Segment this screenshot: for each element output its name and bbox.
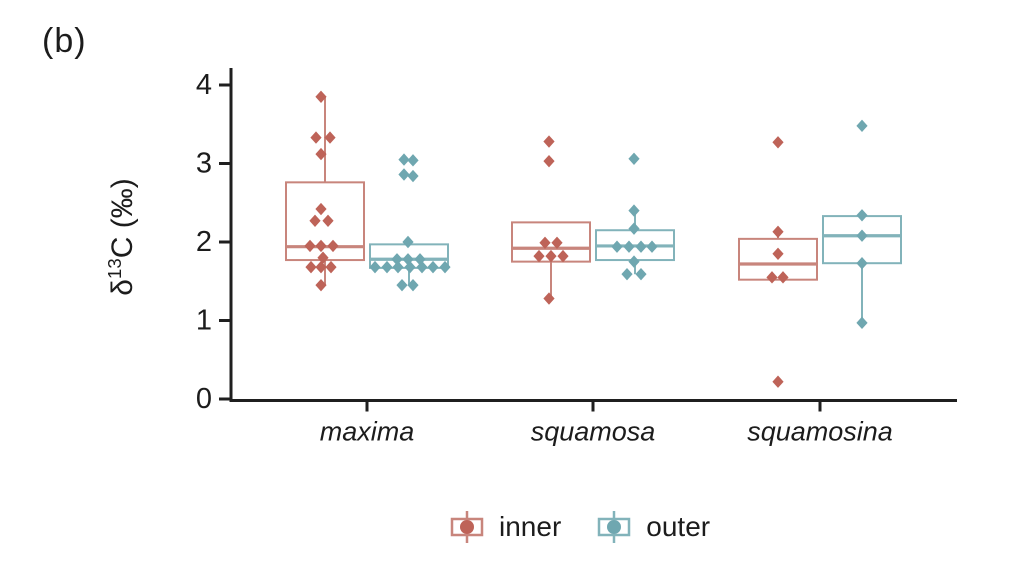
data-point-outer-squamosa [628, 204, 640, 217]
y-tick-label: 3 [196, 148, 212, 180]
boxplot-key-outer-icon [598, 511, 631, 543]
data-point-inner-maxima [322, 214, 334, 228]
data-point-outer-maxima [439, 260, 451, 274]
legend-item-outer: outer [595, 508, 710, 546]
data-point-outer-maxima [407, 169, 419, 183]
data-point-inner-maxima [315, 147, 327, 161]
legend-item-inner: inner [448, 508, 561, 546]
data-point-inner-squamosa [543, 292, 555, 305]
data-point-inner-maxima [327, 239, 339, 253]
data-point-inner-squamosa [543, 154, 555, 168]
data-point-outer-maxima [402, 235, 414, 249]
data-point-inner-maxima [315, 90, 327, 103]
data-point-inner-squamosina [772, 247, 784, 260]
y-tick-label: 4 [196, 69, 212, 101]
legend-label-outer: outer [646, 511, 711, 542]
boxplot-key-inner-icon [450, 511, 484, 543]
data-point-inner-squamosa [551, 236, 563, 249]
data-point-inner-maxima [309, 214, 321, 228]
data-point-inner-squamosina [777, 271, 789, 284]
data-point-outer-squamosa [635, 267, 647, 281]
data-point-outer-squamosina [856, 209, 868, 222]
data-point-inner-squamosina [772, 375, 784, 388]
data-point-outer-maxima [398, 153, 410, 166]
y-tick-label: 1 [196, 305, 212, 337]
data-point-inner-maxima [315, 278, 327, 292]
x-tick-label: squamosina [747, 417, 893, 447]
y-tick-label: 0 [196, 383, 212, 415]
box-inner-squamosina [738, 237, 818, 281]
x-tick-label: maxima [320, 417, 415, 447]
data-point-outer-squamosa [628, 222, 640, 235]
data-point-outer-maxima [407, 278, 419, 292]
data-point-outer-squamosa [628, 152, 640, 165]
data-point-outer-squamosa [635, 240, 647, 253]
data-point-outer-maxima [392, 260, 404, 274]
data-point-inner-squamosina [772, 225, 784, 238]
data-point-outer-squamosina [856, 316, 868, 330]
data-point-outer-maxima [381, 260, 393, 274]
data-point-inner-squamosa [539, 236, 551, 249]
data-point-inner-maxima [315, 260, 327, 274]
data-point-inner-squamosa [533, 249, 545, 263]
data-point-inner-maxima [317, 251, 329, 264]
data-point-inner-squamosina [766, 271, 778, 284]
data-point-inner-maxima [315, 239, 327, 253]
data-point-inner-maxima [315, 202, 327, 216]
data-point-outer-maxima [369, 260, 381, 274]
data-point-outer-maxima [407, 154, 419, 167]
data-point-outer-maxima [396, 278, 408, 292]
data-point-inner-squamosa [545, 249, 557, 263]
data-point-outer-squamosa [646, 240, 658, 253]
panel-label: (b) [42, 22, 87, 60]
data-point-outer-maxima [404, 260, 416, 274]
data-point-inner-maxima [304, 239, 316, 253]
data-point-outer-maxima [416, 260, 428, 274]
data-point-outer-squamosina [856, 229, 868, 242]
data-point-outer-squamosa [611, 240, 623, 253]
data-point-outer-squamosina [856, 256, 868, 270]
data-point-inner-maxima [310, 131, 322, 144]
legend: inner outer [448, 508, 710, 546]
data-point-outer-squamosa [628, 255, 640, 268]
data-point-inner-squamosa [543, 135, 555, 148]
data-point-inner-squamosa [557, 249, 569, 263]
x-tick-label: squamosa [531, 417, 656, 447]
data-point-inner-maxima [324, 131, 336, 144]
data-point-inner-maxima [305, 260, 317, 274]
data-point-outer-squamosina [856, 119, 868, 133]
legend-label-inner: inner [499, 511, 562, 542]
data-point-inner-squamosina [772, 136, 784, 149]
data-point-inner-maxima [325, 260, 337, 274]
y-tick-label: 2 [196, 226, 212, 258]
data-point-outer-maxima [398, 168, 410, 181]
data-point-outer-squamosa [621, 267, 633, 281]
data-point-outer-maxima [427, 260, 439, 274]
data-point-outer-squamosa [623, 240, 635, 253]
data-point-outer-maxima [391, 253, 403, 266]
